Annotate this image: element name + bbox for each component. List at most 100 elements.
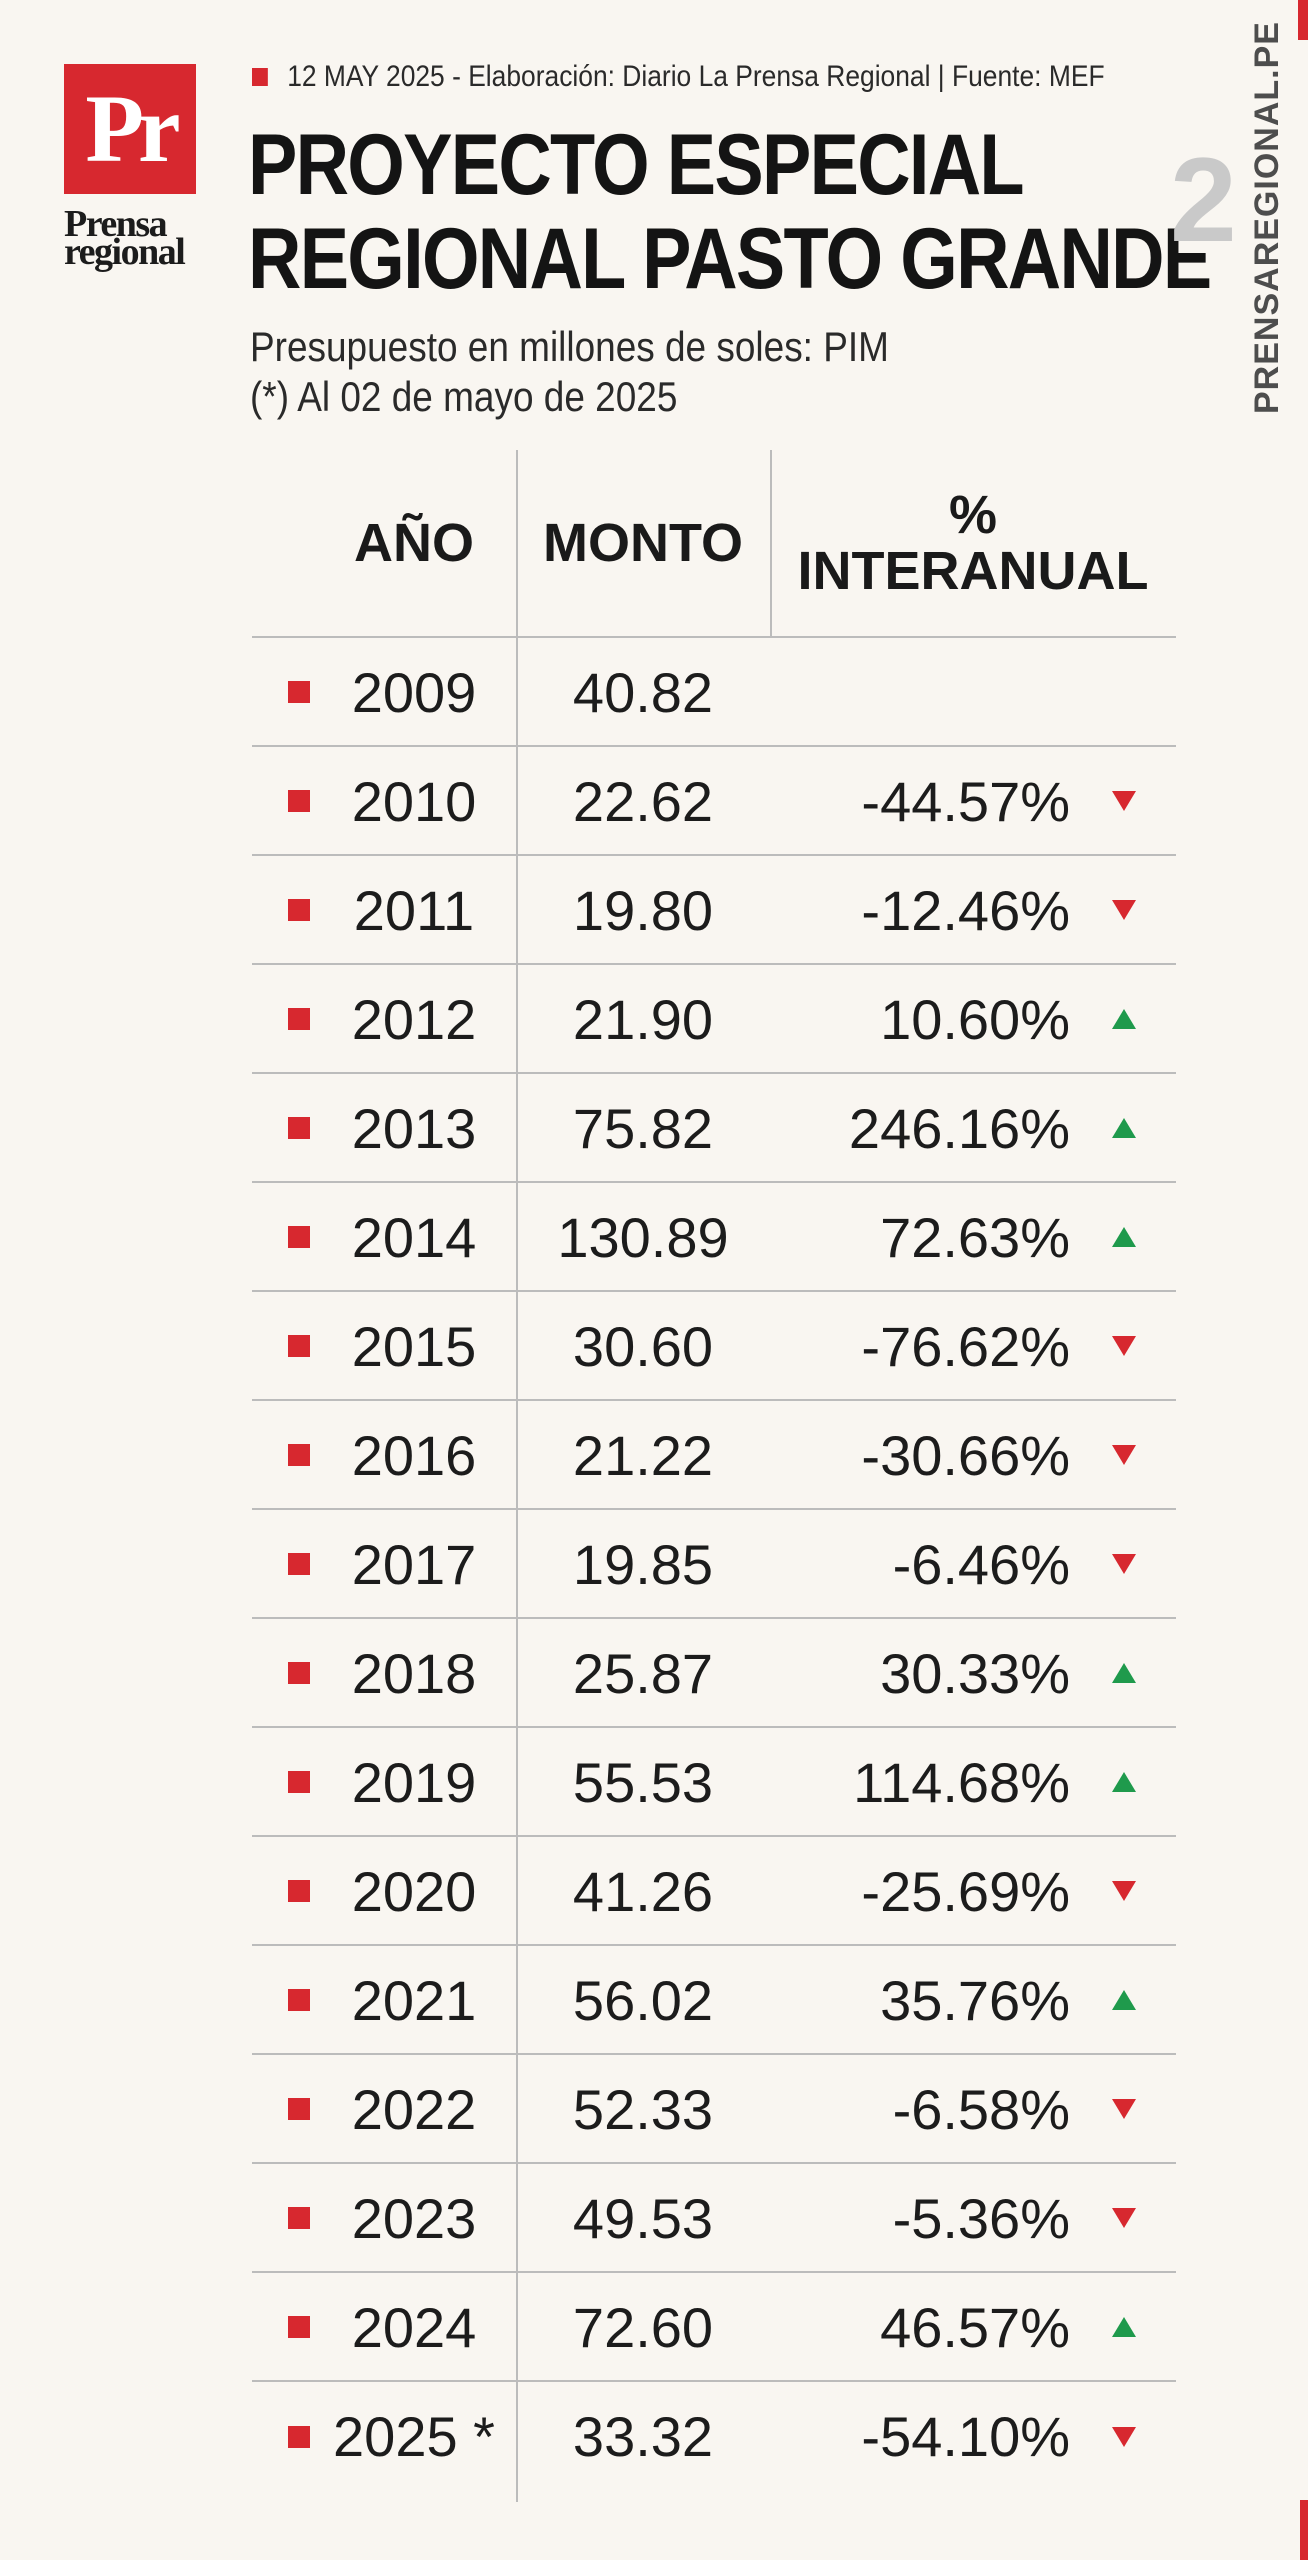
pct-cell: -25.69% [861,1860,1070,1923]
table-row: 2017 19.85 -6.46% [252,1510,1176,1619]
bullet-square-icon [288,2206,310,2229]
pct-cell: 46.57% [880,2296,1070,2359]
year-cell: 2025 * [333,2405,495,2468]
bullet-square-icon [288,2315,310,2338]
year-cell: 2012 [351,988,477,1051]
meta-line: 12 MAY 2025 - Elaboración: Diario La Pre… [252,60,1105,94]
pct-cell: -76.62% [861,1315,1070,1378]
table-row: 2011 19.80 -12.46% [252,856,1176,965]
arrow-up-icon [1112,1989,1136,2010]
year-cell: 2022 [351,2078,477,2141]
amount-cell: 33.32 [572,2405,714,2468]
table-row: 2015 30.60 -76.62% [252,1292,1176,1401]
bullet-square-icon [288,1225,310,1248]
table-row: 2012 21.90 10.60% [252,965,1176,1074]
amount-cell: 49.53 [572,2187,714,2250]
side-brand-url: PRENSAREGIONAL.PE [1248,21,1286,414]
pct-cell: -5.36% [892,2187,1070,2250]
arrow-down-icon [1112,2098,1136,2119]
table-row: 2009 40.82 [252,638,1176,747]
year-cell: 2024 [351,2296,477,2359]
pct-cell: -12.46% [861,879,1070,942]
amount-cell: 22.62 [572,770,714,833]
title-line-1: PROYECTO ESPECIAL [248,117,1025,213]
pct-cell: -44.57% [861,770,1070,833]
amount-cell: 21.90 [572,988,714,1051]
bullet-square-icon [288,1988,310,2011]
bullet-square-icon [288,1443,310,1466]
arrow-down-icon [1112,1553,1136,1574]
year-cell: 2023 [351,2187,477,2250]
bullet-square-icon [252,68,268,86]
year-cell: 2009 [351,661,477,724]
table-row: 2022 52.33 -6.58% [252,2055,1176,2164]
pct-cell: 10.60% [880,988,1070,1051]
year-cell: 2021 [351,1969,477,2032]
bullet-square-icon [288,789,310,812]
amount-cell: 19.80 [572,879,714,942]
amount-cell: 41.26 [572,1860,714,1923]
page-title: PROYECTO ESPECIAL REGIONAL PASTO GRANDE [248,117,1212,307]
brand-logo: Pr Prensa regional [64,64,196,273]
pct-cell: -54.10% [861,2405,1070,2468]
table-row: 2020 41.26 -25.69% [252,1837,1176,1946]
year-cell: 2017 [351,1533,477,1596]
amount-cell: 75.82 [572,1097,714,1160]
bullet-square-icon [288,1879,310,1902]
arrow-down-icon [1112,2426,1136,2447]
year-cell: 2010 [351,770,477,833]
arrow-up-icon [1112,1117,1136,1138]
table-row: 2016 21.22 -30.66% [252,1401,1176,1510]
table-row: 2010 22.62 -44.57% [252,747,1176,856]
table-row: 2014 130.89 72.63% [252,1183,1176,1292]
pct-cell: 35.76% [880,1969,1070,2032]
header-pct: % INTERANUAL [770,450,1176,636]
header-amount: MONTO [543,513,743,573]
amount-cell: 56.02 [572,1969,714,2032]
subtitle: Presupuesto en millones de soles: PIM (*… [250,322,889,422]
amount-cell: 55.53 [572,1751,714,1814]
arrow-up-icon [1112,1226,1136,1247]
logo-word-2: regional [64,231,186,273]
pct-cell: 72.63% [880,1206,1070,1269]
logo-mark: Pr [64,64,196,194]
title-line-2: REGIONAL PASTO GRANDE [248,211,1212,307]
pct-cell: 30.33% [880,1642,1070,1705]
amount-cell: 21.22 [572,1424,714,1487]
header-pct-line-1: % [948,485,997,545]
pct-cell [770,638,1070,747]
pct-cell: -30.66% [861,1424,1070,1487]
bullet-square-icon [288,1334,310,1357]
year-cell: 2019 [351,1751,477,1814]
page-number: 2 [1170,133,1237,267]
year-cell: 2020 [351,1860,477,1923]
amount-cell: 19.85 [572,1533,714,1596]
bullet-square-icon [288,1116,310,1139]
table-header: AÑO MONTO % INTERANUAL [252,450,1176,638]
amount-cell: 130.89 [557,1206,729,1269]
table-body: 2009 40.82 2010 22.62 -44.57% 2011 19.80 -12.46… [252,638,1176,2491]
table-row: 2024 72.60 46.57% [252,2273,1176,2382]
arrow-down-icon [1112,2207,1136,2228]
subtitle-line-2: (*) Al 02 de mayo de 2025 [250,373,678,420]
arrow-down-icon [1112,899,1136,920]
arrow-up-icon [1112,1662,1136,1683]
table-row: 2023 49.53 -5.36% [252,2164,1176,2273]
arrow-up-icon [1112,2316,1136,2337]
pct-cell: -6.46% [892,1533,1070,1596]
table-row: 2013 75.82 246.16% [252,1074,1176,1183]
bullet-square-icon [288,1007,310,1030]
arrow-down-icon [1112,1335,1136,1356]
amount-cell: 40.82 [572,661,714,724]
bullet-square-icon [288,1552,310,1575]
corner-accent-top [1298,0,1308,40]
bullet-square-icon [288,1770,310,1793]
table-row: 2019 55.53 114.68% [252,1728,1176,1837]
meta-text: 12 MAY 2025 - Elaboración: Diario La Pre… [287,60,1105,93]
table-row: 2025 * 33.32 -54.10% [252,2382,1176,2491]
year-cell: 2018 [351,1642,477,1705]
arrow-down-icon [1112,1880,1136,1901]
year-cell: 2016 [351,1424,477,1487]
logo-word-1: Prensa [64,203,168,245]
bullet-square-icon [288,1661,310,1684]
